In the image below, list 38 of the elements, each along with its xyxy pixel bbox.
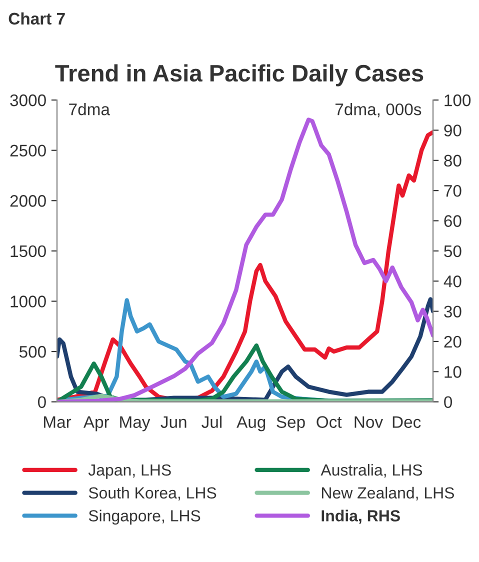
y-tick-label: 1500 (10, 245, 46, 258)
y-tick-label: 3000 (10, 94, 46, 106)
caption: Chart 7 (8, 12, 65, 25)
chart-title: Trend in Asia Pacific Daily Cases (55, 64, 424, 86)
y-tick-label: 1000 (10, 296, 46, 308)
y-tick-label: 2500 (10, 144, 46, 157)
x-tick-label: Apr (83, 416, 110, 432)
y-tick-label: 2000 (10, 195, 46, 207)
x-tick-label: Oct (316, 416, 342, 428)
legend-label: Singapore, LHS (88, 510, 200, 525)
annotation: 7dma (69, 103, 110, 116)
y2-tick-label: 100 (444, 94, 471, 106)
y-tick-label: 500 (19, 346, 46, 358)
legend-label: Japan, LHS (88, 464, 171, 479)
x-tick-label: Aug (236, 416, 266, 432)
legend-label: South Korea, LHS (88, 486, 216, 500)
y2-tick-label: 50 (444, 245, 462, 258)
y2-tick-label: 0 (444, 396, 452, 408)
x-tick-label: Nov (354, 416, 383, 428)
x-tick-label: Mar (44, 416, 72, 428)
y2-tick-label: 60 (444, 215, 462, 227)
legend-label: Australia, LHS (320, 464, 422, 478)
y2-tick-label: 10 (444, 366, 462, 378)
y2-tick-label: 30 (444, 306, 462, 318)
legend-label: India, RHS (322, 510, 400, 524)
annotation: 7dma, 000s (336, 103, 422, 118)
y-tick-label: 0 (38, 396, 46, 408)
x-tick-label: Jun (160, 416, 186, 428)
y2-tick-label: 40 (444, 276, 462, 288)
y2-tick-label: 70 (444, 184, 462, 197)
y2-tick-label: 80 (444, 154, 462, 167)
x-tick-label: May (120, 416, 150, 432)
y2-tick-label: 90 (444, 124, 462, 136)
legend-label: New Zealand, LHS (322, 486, 454, 500)
x-tick-label: Jul (202, 416, 222, 428)
x-tick-label: Sep (276, 416, 305, 432)
y2-tick-label: 20 (444, 336, 462, 348)
x-tick-label: Dec (392, 416, 421, 428)
